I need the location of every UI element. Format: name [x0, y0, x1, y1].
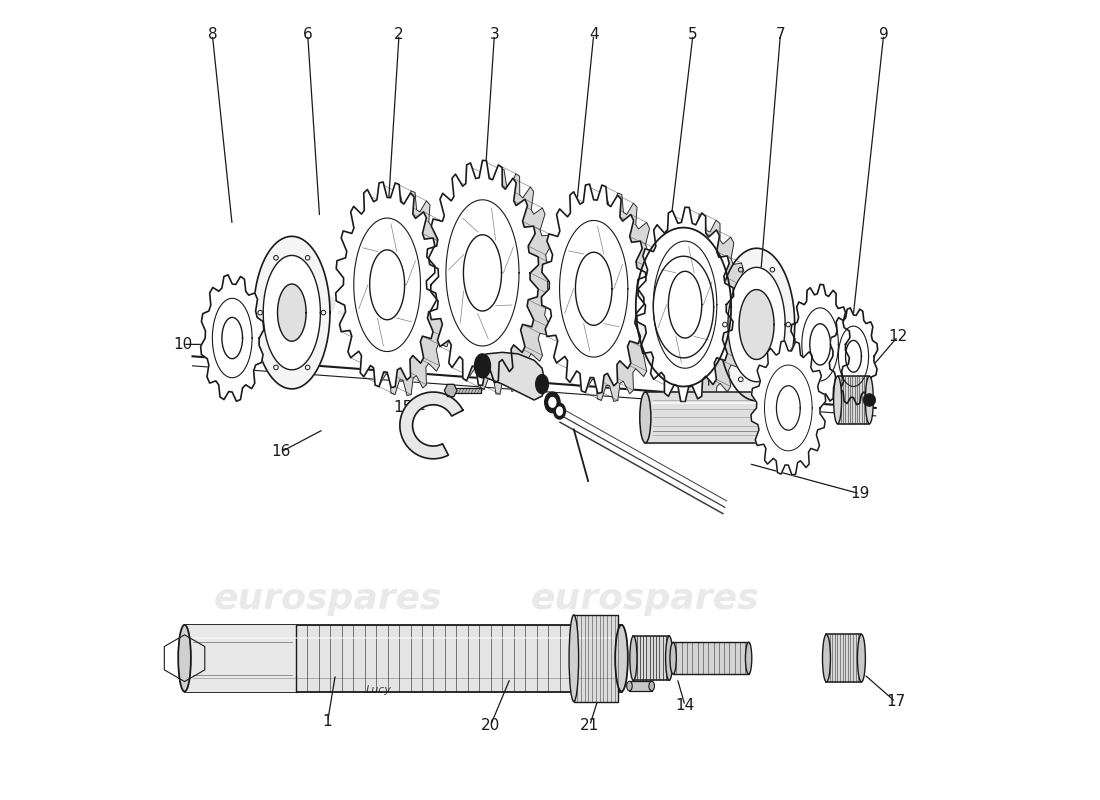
Ellipse shape [553, 403, 565, 419]
Text: 5: 5 [689, 27, 697, 42]
Bar [185, 625, 296, 691]
Polygon shape [669, 271, 702, 338]
Bar [185, 625, 621, 691]
Bar [646, 392, 789, 443]
Ellipse shape [630, 636, 637, 681]
Polygon shape [718, 248, 794, 401]
Bar [634, 636, 669, 681]
Polygon shape [443, 169, 557, 394]
Text: 7: 7 [776, 27, 785, 42]
Bar [837, 376, 869, 424]
Text: 1: 1 [322, 714, 332, 730]
Circle shape [864, 394, 876, 406]
Text: eurospares: eurospares [245, 288, 474, 322]
Polygon shape [646, 392, 789, 443]
Polygon shape [575, 252, 612, 326]
Ellipse shape [746, 642, 751, 674]
Polygon shape [427, 160, 539, 386]
Text: 10: 10 [174, 337, 192, 352]
Polygon shape [277, 284, 306, 342]
Ellipse shape [474, 354, 491, 378]
Ellipse shape [536, 374, 549, 394]
Bar [826, 634, 861, 682]
Text: 16: 16 [272, 444, 292, 459]
Text: 11: 11 [808, 301, 828, 316]
Polygon shape [637, 207, 734, 402]
Ellipse shape [823, 634, 830, 682]
Text: eurospares: eurospares [563, 288, 791, 322]
Bar [451, 388, 481, 393]
Text: 14: 14 [675, 698, 695, 714]
Text: 19: 19 [850, 486, 869, 502]
Text: eurospares: eurospares [531, 582, 760, 616]
Polygon shape [636, 228, 732, 386]
Polygon shape [790, 284, 850, 404]
Text: 8: 8 [208, 27, 217, 42]
Text: eurospares: eurospares [213, 582, 442, 616]
Ellipse shape [834, 376, 842, 424]
Text: 21: 21 [580, 718, 600, 734]
Text: Lucy: Lucy [366, 685, 393, 695]
Text: 12: 12 [889, 329, 908, 344]
Text: 17: 17 [886, 694, 905, 710]
Polygon shape [829, 308, 878, 405]
Polygon shape [200, 275, 264, 402]
Ellipse shape [615, 625, 628, 691]
Polygon shape [558, 192, 662, 402]
Text: 2: 2 [394, 27, 404, 42]
Ellipse shape [569, 615, 579, 702]
Polygon shape [444, 384, 458, 397]
Polygon shape [336, 182, 439, 388]
Ellipse shape [548, 397, 557, 408]
Text: 20: 20 [481, 718, 500, 734]
Text: 4: 4 [588, 27, 598, 42]
Text: 13: 13 [695, 282, 715, 296]
Polygon shape [370, 250, 405, 320]
Ellipse shape [556, 406, 563, 416]
Polygon shape [810, 324, 830, 365]
Ellipse shape [627, 682, 632, 690]
Polygon shape [541, 184, 646, 394]
Text: 18: 18 [838, 385, 858, 399]
Polygon shape [463, 234, 502, 311]
Bar [629, 682, 651, 690]
Ellipse shape [666, 636, 673, 681]
Polygon shape [653, 256, 714, 358]
Text: 15: 15 [394, 401, 412, 415]
Polygon shape [739, 290, 774, 359]
Polygon shape [777, 386, 801, 430]
Ellipse shape [858, 634, 866, 682]
Ellipse shape [544, 392, 560, 413]
Text: 3: 3 [490, 27, 499, 42]
Ellipse shape [640, 392, 651, 443]
Polygon shape [651, 214, 748, 410]
Bar [673, 642, 749, 674]
Polygon shape [222, 318, 243, 358]
Bar [574, 615, 617, 702]
Text: 9: 9 [879, 27, 889, 42]
Ellipse shape [649, 682, 654, 690]
Polygon shape [400, 392, 463, 458]
Polygon shape [483, 352, 543, 400]
Polygon shape [728, 267, 785, 382]
Polygon shape [846, 341, 861, 372]
Ellipse shape [670, 642, 676, 674]
Polygon shape [751, 341, 826, 475]
Ellipse shape [178, 625, 191, 691]
Text: 6: 6 [302, 27, 312, 42]
Polygon shape [254, 236, 330, 389]
Ellipse shape [866, 376, 873, 424]
Polygon shape [263, 255, 320, 370]
Ellipse shape [783, 392, 794, 443]
Polygon shape [352, 190, 454, 395]
